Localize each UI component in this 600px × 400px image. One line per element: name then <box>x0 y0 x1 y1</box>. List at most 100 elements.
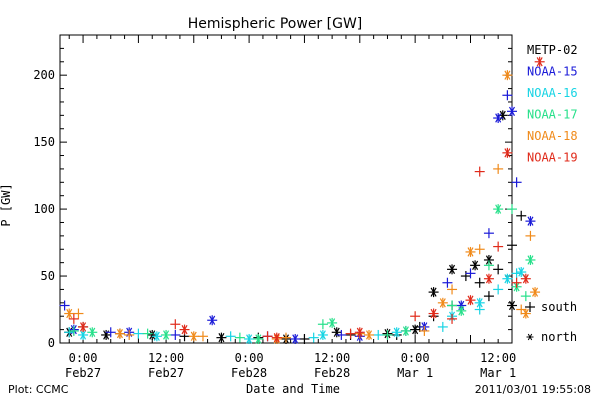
star-marker <box>456 305 467 316</box>
star-marker <box>516 267 527 278</box>
legend-star-marker <box>526 333 534 341</box>
star-marker <box>147 329 158 340</box>
y-axis-label: P [GW] <box>0 183 13 226</box>
plus-marker <box>502 90 513 101</box>
plus-marker <box>64 327 75 338</box>
plus-marker <box>493 241 504 252</box>
star-marker <box>447 264 458 275</box>
plus-marker <box>474 277 485 288</box>
plus-marker <box>507 240 517 251</box>
star-marker <box>502 273 513 284</box>
plus-marker <box>142 328 153 339</box>
plus-marker <box>197 331 208 342</box>
plus-marker <box>474 166 485 177</box>
x-axis-label: Date and Time <box>246 382 340 396</box>
plus-marker <box>516 304 527 315</box>
star-marker <box>465 246 476 257</box>
x-tick-label-date: Feb28 <box>231 366 267 380</box>
plus-marker <box>525 230 536 241</box>
legend-marker-label: south <box>541 300 577 314</box>
x-tick-label-time: 12:00 <box>148 351 184 365</box>
plus-marker <box>516 210 527 221</box>
star-marker <box>502 70 513 81</box>
plus-marker <box>59 300 70 311</box>
plus-marker <box>507 204 517 215</box>
footer-credit: Plot: CCMC <box>8 383 69 396</box>
plus-marker <box>105 327 116 338</box>
star-marker <box>354 327 365 338</box>
plus-marker <box>68 313 79 324</box>
star-marker <box>525 216 536 227</box>
star-marker <box>470 260 481 271</box>
star-marker <box>101 329 112 340</box>
legend-series-label: METP-02 <box>527 43 578 57</box>
plus-marker <box>465 268 476 279</box>
x-tick-label-time: 0:00 <box>235 351 264 365</box>
plus-marker <box>460 271 471 282</box>
star-marker <box>331 327 342 338</box>
data-points <box>59 56 545 344</box>
plus-marker <box>483 228 494 239</box>
plus-marker <box>493 264 504 275</box>
star-marker <box>507 300 517 311</box>
plus-marker <box>511 277 522 288</box>
plus-marker <box>336 329 347 340</box>
star-marker <box>364 329 375 340</box>
x-tick-label-time: 0:00 <box>401 351 430 365</box>
star-marker <box>151 331 162 342</box>
x-tick-label-date: Feb28 <box>314 366 350 380</box>
x-tick-label-time: 12:00 <box>480 351 516 365</box>
star-stroke <box>527 333 533 341</box>
star-marker <box>520 308 531 319</box>
legend-series-label: NOAA-19 <box>527 151 578 165</box>
plus-marker <box>437 321 448 332</box>
legend-marker-label: north <box>541 330 577 344</box>
star-marker <box>428 308 439 319</box>
star-marker <box>530 287 541 298</box>
star-marker <box>188 331 199 342</box>
star-marker <box>87 327 98 338</box>
plus-marker <box>447 313 458 324</box>
star-marker <box>290 333 301 344</box>
plus-marker <box>520 291 531 302</box>
star-marker <box>271 332 282 343</box>
plus-marker <box>299 333 310 344</box>
plus-marker <box>124 329 135 340</box>
plus-marker <box>170 319 181 330</box>
y-tick-label: 100 <box>33 202 55 216</box>
plus-marker <box>447 300 458 311</box>
plus-marker <box>345 328 356 339</box>
plus-marker <box>73 308 84 319</box>
x-tick-label-date: Mar 1 <box>480 366 516 380</box>
star-marker <box>437 297 448 308</box>
y-tick-label: 50 <box>41 269 55 283</box>
plus-marker <box>281 332 291 343</box>
star-marker <box>161 329 172 340</box>
star-marker <box>216 332 227 343</box>
y-tick-label: 200 <box>33 68 55 82</box>
star-marker <box>64 308 75 319</box>
star-marker <box>507 106 517 117</box>
plus-marker <box>525 302 535 312</box>
plus-marker <box>170 329 181 340</box>
plus-marker <box>317 319 328 330</box>
plus-marker <box>474 244 485 255</box>
legend-series-label: NOAA-15 <box>527 65 578 79</box>
footer-timestamp: 2011/03/01 19:55:08 <box>475 383 591 396</box>
y-tick-label: 150 <box>33 135 55 149</box>
star-marker <box>410 324 421 335</box>
star-marker <box>428 287 439 298</box>
x-tick-label-date: Mar 1 <box>397 366 433 380</box>
star-marker <box>114 328 125 339</box>
star-marker <box>520 273 531 284</box>
star-marker <box>474 297 485 308</box>
star-marker <box>483 273 494 284</box>
star-marker <box>465 295 476 306</box>
plus-marker <box>373 329 384 340</box>
plus-marker <box>447 284 458 295</box>
plus-marker <box>308 332 319 343</box>
plot-frame <box>59 34 513 344</box>
plus-marker <box>511 177 522 188</box>
star-marker <box>207 315 218 326</box>
